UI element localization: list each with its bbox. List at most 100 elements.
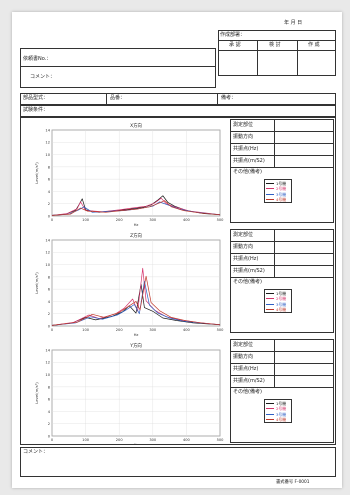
panel-row-value-field[interactable] — [275, 144, 333, 154]
panel-row-label: 測定部位 — [233, 121, 254, 128]
legend-swatch — [266, 303, 274, 305]
legend-swatch — [266, 413, 274, 415]
series-line-0 — [51, 283, 221, 326]
x-tick-label: 300 — [149, 328, 157, 332]
panel-row-label: 共振点(m/S2) — [233, 377, 265, 384]
y-tick-label: 2 — [48, 422, 50, 426]
legend-swatch — [266, 309, 274, 311]
approval-label-approve: 承 認 — [229, 42, 241, 48]
y-axis-label: Level(m/s²) — [34, 382, 39, 404]
doc-no-label: 依頼書No.： — [23, 56, 52, 62]
y-tick-label: 2 — [48, 312, 50, 316]
plot-frame — [51, 349, 221, 437]
legend-label: 2号機 — [276, 406, 287, 412]
chart-title: Z方向 — [130, 232, 142, 239]
x-tick-label: 0 — [51, 328, 54, 332]
legend-swatch — [266, 419, 274, 421]
legend-label: 4号機 — [276, 307, 287, 313]
series-line-3 — [51, 275, 221, 326]
legend-swatch — [266, 298, 274, 300]
panel-row-value-field[interactable] — [275, 120, 333, 130]
x-tick-label: 300 — [149, 438, 157, 442]
legend — [264, 289, 292, 313]
panel-row-value-field[interactable] — [275, 254, 333, 264]
panel-row-value-field[interactable] — [275, 230, 333, 240]
legend-label: 3号機 — [276, 191, 287, 197]
series-line-1 — [51, 197, 221, 216]
y-axis-label: Level(m/s²) — [34, 162, 39, 184]
x-tick-label: 400 — [183, 218, 191, 222]
test-conditions-row — [20, 105, 336, 117]
test-conditions-label: 試験条件： — [23, 107, 49, 113]
panel-row-value-field[interactable] — [275, 340, 333, 350]
legend-label: 4号機 — [276, 417, 287, 423]
approval-label-create: 作 成 — [308, 42, 320, 48]
panel-row-label: 振動方向 — [233, 243, 254, 250]
panel-row-value-field[interactable] — [275, 376, 333, 386]
created-by-label: 作成部署： — [220, 32, 246, 38]
panel-row-value-field[interactable] — [275, 266, 333, 276]
legend-label: 1号機 — [276, 181, 287, 186]
y-tick-label: 12 — [45, 141, 50, 145]
x-tick-label: 400 — [183, 328, 191, 332]
y-tick-label: 4 — [48, 300, 51, 304]
plot-frame — [51, 129, 221, 217]
part-info-row — [20, 93, 336, 105]
chart-title: Y方向 — [129, 342, 141, 349]
x-tick-label: 0 — [51, 218, 54, 222]
legend-label: 2号機 — [276, 296, 287, 302]
panel-other-label: その他(備考) — [233, 279, 262, 285]
panel-row-value-field[interactable] — [275, 352, 333, 362]
bottom-comment-label: コメント： — [23, 449, 49, 455]
legend-swatch — [266, 199, 274, 201]
panel-other-label: その他(備考) — [233, 169, 262, 175]
y-tick-label: 0 — [48, 324, 51, 328]
approval-block — [218, 30, 336, 76]
legend-swatch — [266, 408, 274, 410]
x-tick-label: 200 — [116, 218, 124, 222]
panel-row-value-field[interactable] — [275, 156, 333, 166]
legend-swatch — [266, 183, 274, 184]
legend-label: 3号機 — [276, 301, 287, 307]
legend-swatch — [266, 403, 274, 404]
y-tick-label: 8 — [48, 275, 51, 279]
series-line-2 — [51, 280, 221, 326]
item-name-label: 品番： — [110, 95, 126, 101]
test-report-sheet: 年 月 日 作成部署： 承 認 検 討 作 成 依頼書No.： コメント： 部品… — [12, 12, 342, 488]
panel-row-label: 共振点(Hz) — [233, 145, 259, 152]
y-tick-label: 0 — [48, 214, 51, 218]
y-tick-label: 12 — [45, 361, 50, 365]
panel-other-label: その他(備考) — [233, 389, 262, 395]
panel-row-label: 共振点(Hz) — [233, 255, 259, 262]
comment-label: コメント： — [30, 74, 56, 80]
y-tick-label: 4 — [48, 410, 51, 414]
y-tick-label: 2 — [48, 202, 50, 206]
panel-row-label: 振動方向 — [233, 353, 254, 360]
legend — [264, 399, 292, 423]
chart-title: X方向 — [130, 122, 142, 129]
panel-row-value-field[interactable] — [275, 132, 333, 142]
legend-swatch — [266, 188, 274, 190]
x-tick-label: 100 — [82, 218, 90, 222]
x-tick-label: 100 — [82, 438, 90, 442]
y-tick-label: 14 — [45, 348, 50, 352]
legend — [264, 179, 292, 203]
x-axis-label: Hz — [134, 332, 139, 337]
x-tick-label: 500 — [217, 218, 225, 222]
legend-label: 2号機 — [276, 186, 287, 192]
chart-0: X方向 0 2 4 6 8 10 12 14 0 100 200 300 400 500 Hz Level(m/… — [34, 122, 224, 227]
x-tick-label: 100 — [82, 328, 90, 332]
panel-row-label: 共振点(m/S2) — [233, 157, 265, 164]
x-tick-label: 200 — [116, 328, 124, 332]
legend-swatch — [266, 293, 274, 294]
part-type-label: 部品型式： — [23, 95, 49, 101]
panel-row-value-field[interactable] — [275, 242, 333, 252]
legend-label: 1号機 — [276, 291, 287, 296]
y-tick-label: 6 — [48, 398, 51, 402]
chart-2: Y方向 0 2 4 6 8 10 12 14 0 100 200 300 400 500 Hz Level(m/… — [34, 342, 224, 445]
legend-label: 3号機 — [276, 411, 287, 417]
request-info-block — [20, 48, 216, 88]
date-field: 年 月 日 — [284, 20, 303, 26]
x-tick-label: 500 — [217, 328, 225, 332]
panel-row-value-field[interactable] — [275, 364, 333, 374]
